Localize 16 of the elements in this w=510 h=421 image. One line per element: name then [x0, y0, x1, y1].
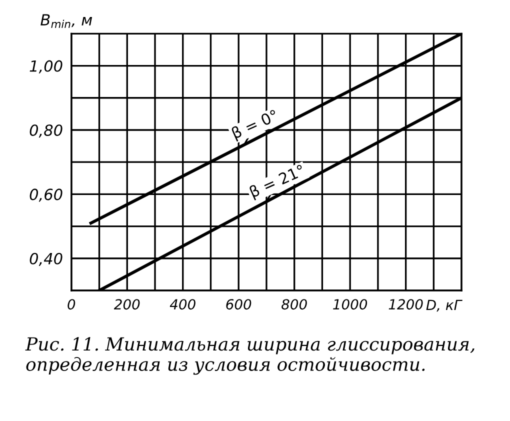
- x-tick-label: 400: [170, 299, 196, 310]
- y-tick-label: 1,00: [30, 60, 62, 74]
- x-tick-label: 0: [68, 299, 76, 310]
- x-tick-label: 1000: [333, 299, 368, 310]
- y-tick-label: 0,80: [30, 124, 62, 138]
- y-tick-label: 0,40: [30, 252, 62, 266]
- y-tick-label: 0,60: [30, 188, 62, 202]
- annotation: β = 0°: [230, 109, 280, 142]
- annotation: β = 21°: [248, 164, 306, 200]
- x-tick-label: 800: [282, 299, 307, 310]
- x-axis-title: D, кГ: [426, 300, 462, 312]
- y-axis-title: B$_{min}$, м: [40, 14, 92, 28]
- x-tick-label: 1200: [388, 299, 423, 310]
- x-tick-label: 600: [226, 299, 252, 310]
- text: Рис. 11. Минимальная ширина глиссирования, определенная из условия остойчивости.: [25, 337, 474, 375]
- x-tick-label: 200: [114, 299, 140, 310]
